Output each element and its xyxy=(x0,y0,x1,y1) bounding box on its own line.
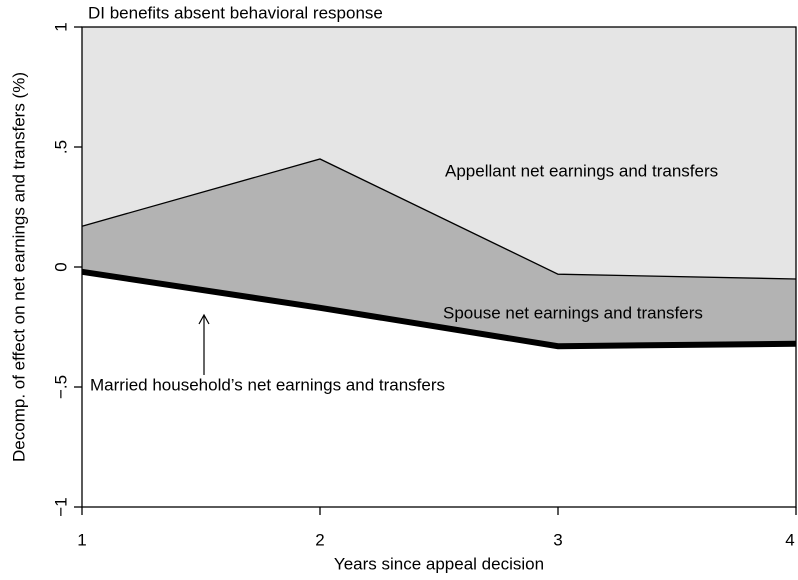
arrow-head xyxy=(198,313,210,325)
series-label: DI benefits absent behavioral response xyxy=(88,3,383,22)
series-label: Married household’s net earnings and tra… xyxy=(90,375,445,394)
y-tick-label: .5 xyxy=(51,140,70,154)
y-tick-label: −.5 xyxy=(51,375,70,399)
y-tick-label: −1 xyxy=(51,497,70,516)
region-label: Appellant net earnings and transfers xyxy=(445,161,718,180)
y-tick-label: 1 xyxy=(51,22,70,31)
y-axis-title: Decomp. of effect on net earnings and tr… xyxy=(9,72,28,462)
area-region xyxy=(82,27,796,279)
x-tick-label: 3 xyxy=(553,530,562,549)
boundary-line xyxy=(81,158,797,280)
series-label: Spouse net earnings and transfers xyxy=(443,303,703,322)
household-line xyxy=(81,268,797,350)
y-tick-label: 0 xyxy=(51,262,70,271)
area-region xyxy=(82,159,796,347)
x-axis-title: Years since appeal decision xyxy=(334,554,544,573)
x-tick-label: 2 xyxy=(315,530,324,549)
x-tick-label: 1 xyxy=(77,530,86,549)
x-tick-label: 4 xyxy=(785,530,794,549)
